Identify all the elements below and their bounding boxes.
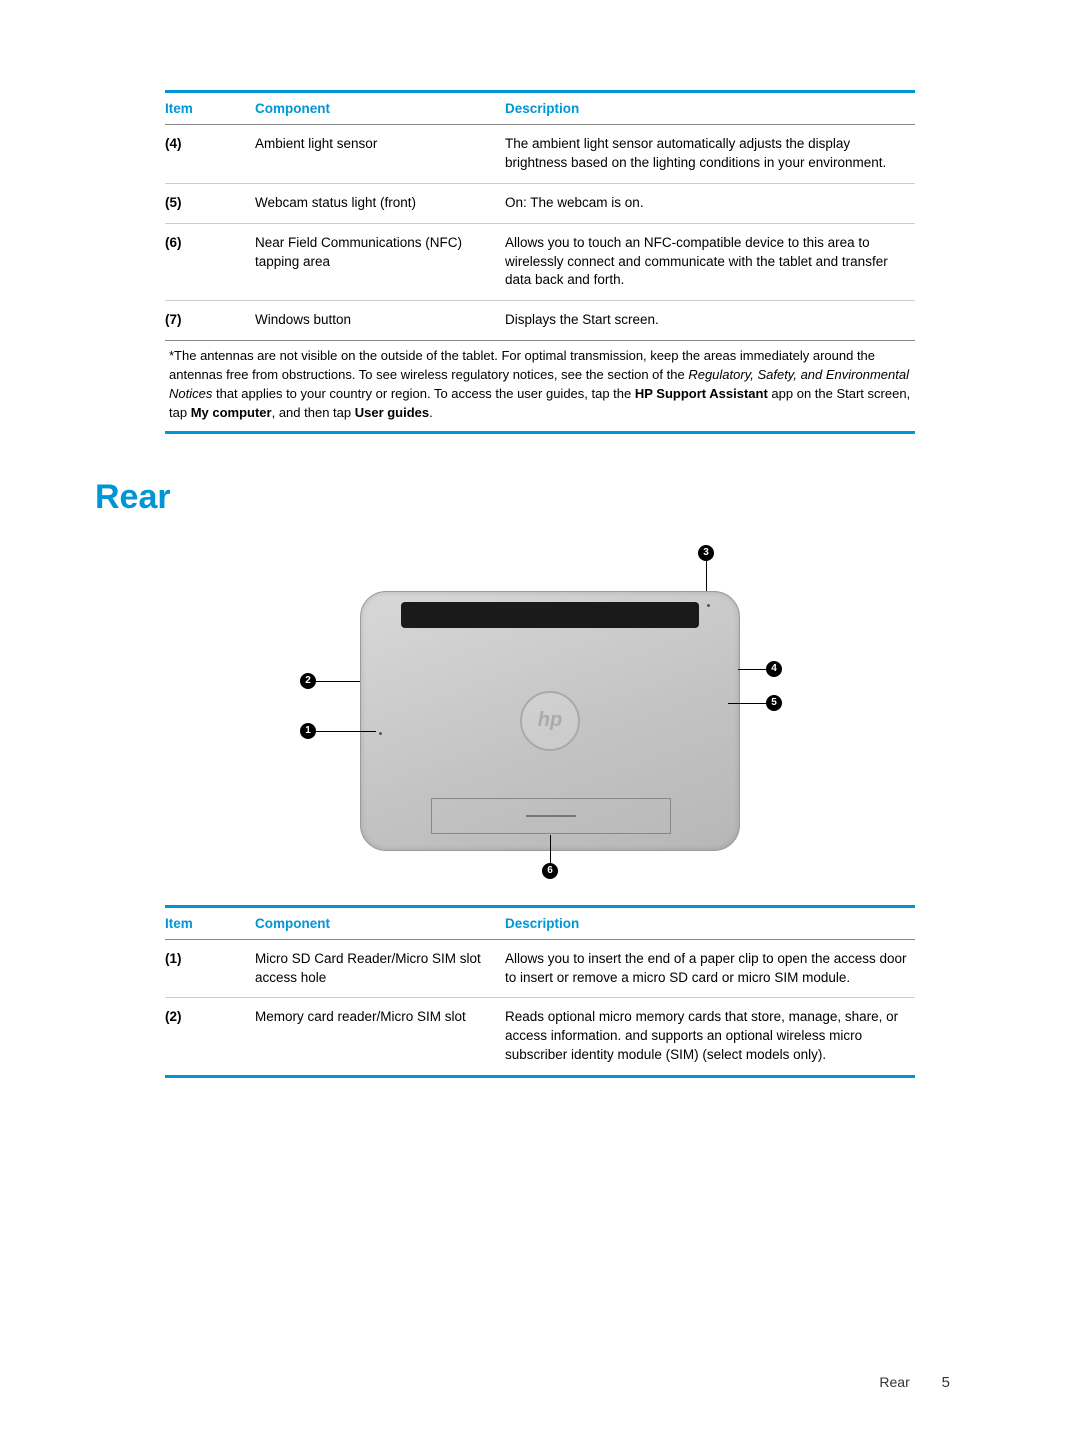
footnote-wrap: *The antennas are not visible on the out… xyxy=(165,340,915,433)
footnote-bold: My computer xyxy=(191,405,272,420)
cell-component: Windows button xyxy=(255,301,505,340)
th-item: Item xyxy=(165,906,255,939)
footnote-part: that applies to your country or region. … xyxy=(212,386,635,401)
callout-3: 3 xyxy=(698,545,714,561)
callout-4: 4 xyxy=(766,661,782,677)
slot-slit xyxy=(526,815,576,817)
cell-description: Allows you to insert the end of a paper … xyxy=(505,939,915,998)
callout-6: 6 xyxy=(542,863,558,879)
table-row: (5) Webcam status light (front) On: The … xyxy=(165,183,915,223)
access-hole-dot xyxy=(379,732,382,735)
leader-line xyxy=(728,703,766,704)
tablet-rear-body: hp xyxy=(360,591,740,851)
table-row: (2) Memory card reader/Micro SIM slot Re… xyxy=(165,998,915,1077)
cell-item: (7) xyxy=(165,301,255,340)
cell-description: Allows you to touch an NFC-compatible de… xyxy=(505,223,915,301)
th-description: Description xyxy=(505,92,915,125)
th-item: Item xyxy=(165,92,255,125)
cell-description: Reads optional micro memory cards that s… xyxy=(505,998,915,1077)
footnote-bold: User guides xyxy=(355,405,429,420)
table-row: (7) Windows button Displays the Start sc… xyxy=(165,301,915,340)
tablet-top-bar xyxy=(401,602,699,628)
footer-page-number: 5 xyxy=(942,1374,950,1391)
callout-5: 5 xyxy=(766,695,782,711)
footnote-bold: HP Support Assistant xyxy=(635,386,768,401)
footnote-part: . xyxy=(429,405,433,420)
rear-diagram: 3 hp 2 1 4 5 6 xyxy=(300,545,780,885)
cell-description: The ambient light sensor automatically a… xyxy=(505,125,915,184)
leader-line xyxy=(316,731,376,732)
cell-component: Micro SD Card Reader/Micro SIM slot acce… xyxy=(255,939,505,998)
cell-item: (2) xyxy=(165,998,255,1077)
leader-line xyxy=(738,669,766,670)
component-table-1: Item Component Description (4) Ambient l… xyxy=(165,90,915,340)
component-table-2: Item Component Description (1) Micro SD … xyxy=(165,905,915,1078)
cell-item: (6) xyxy=(165,223,255,301)
table-row: (4) Ambient light sensor The ambient lig… xyxy=(165,125,915,184)
footnote-text: *The antennas are not visible on the out… xyxy=(165,340,915,430)
cell-component: Webcam status light (front) xyxy=(255,183,505,223)
leader-line xyxy=(316,681,360,682)
cell-item: (1) xyxy=(165,939,255,998)
footer-section: Rear xyxy=(879,1374,909,1390)
page-content: Item Component Description (4) Ambient l… xyxy=(165,90,915,1078)
leader-line xyxy=(550,835,551,863)
footnote-part: , and then tap xyxy=(272,405,355,420)
th-description: Description xyxy=(505,906,915,939)
cell-description: Displays the Start screen. xyxy=(505,301,915,340)
callout-1: 1 xyxy=(300,723,316,739)
table-row: (1) Micro SD Card Reader/Micro SIM slot … xyxy=(165,939,915,998)
hp-logo-icon: hp xyxy=(520,691,580,751)
table-row: (6) Near Field Communications (NFC) tapp… xyxy=(165,223,915,301)
cell-item: (5) xyxy=(165,183,255,223)
callout-2: 2 xyxy=(300,673,316,689)
page-footer: Rear 5 xyxy=(879,1374,950,1391)
th-component: Component xyxy=(255,92,505,125)
section-title-rear: Rear xyxy=(95,478,915,517)
cell-component: Ambient light sensor xyxy=(255,125,505,184)
cell-component: Memory card reader/Micro SIM slot xyxy=(255,998,505,1077)
cell-component: Near Field Communications (NFC) tapping … xyxy=(255,223,505,301)
cell-item: (4) xyxy=(165,125,255,184)
th-component: Component xyxy=(255,906,505,939)
slot-outline xyxy=(431,798,671,834)
cell-description: On: The webcam is on. xyxy=(505,183,915,223)
mic-dot xyxy=(707,604,710,607)
